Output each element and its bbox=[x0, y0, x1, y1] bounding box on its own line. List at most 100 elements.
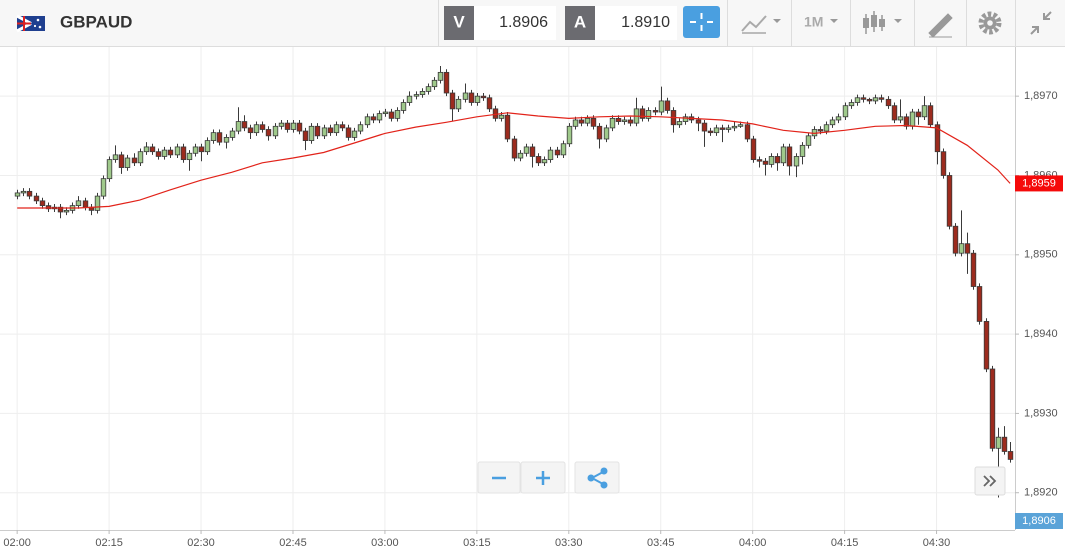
candle-body bbox=[259, 124, 266, 130]
candle-body bbox=[314, 125, 321, 137]
candle-body bbox=[480, 95, 487, 99]
dropdown-caret bbox=[894, 19, 902, 23]
candle-body bbox=[370, 116, 377, 121]
candle-body bbox=[296, 122, 303, 132]
share-dot bbox=[600, 467, 608, 475]
candle-body bbox=[449, 92, 456, 110]
candle-body bbox=[695, 119, 702, 124]
candle-body bbox=[247, 127, 254, 134]
candle-body bbox=[265, 129, 272, 137]
candle-body bbox=[897, 116, 904, 121]
candle-body bbox=[100, 178, 107, 197]
candle-body bbox=[860, 97, 867, 100]
candle-body bbox=[713, 127, 720, 134]
candle-body bbox=[658, 100, 665, 113]
plus-icon bbox=[536, 471, 550, 485]
candle-type-button[interactable] bbox=[863, 11, 902, 34]
candle-body bbox=[756, 159, 763, 162]
candle-body bbox=[333, 124, 340, 134]
candle-body bbox=[517, 152, 524, 159]
candle-body bbox=[149, 146, 156, 153]
candle-body bbox=[523, 146, 530, 154]
candle-body bbox=[204, 140, 211, 153]
chart-type-button[interactable] bbox=[741, 15, 781, 34]
candle-body bbox=[443, 71, 450, 94]
candle-body bbox=[652, 110, 659, 113]
candle-body bbox=[566, 125, 573, 145]
gear-hole bbox=[987, 20, 993, 26]
candle-body bbox=[400, 102, 407, 111]
moving-average-line bbox=[17, 112, 1011, 209]
candle-body bbox=[554, 149, 561, 156]
y-tick-label: 1,8930 bbox=[1024, 407, 1058, 419]
candle-body bbox=[535, 156, 542, 164]
candle-body bbox=[20, 190, 27, 194]
ask-letter: A bbox=[574, 12, 586, 31]
draw-tool-icon[interactable] bbox=[928, 13, 953, 38]
share-button[interactable] bbox=[574, 461, 620, 494]
candle-body bbox=[278, 122, 285, 127]
x-tick-label: 03:30 bbox=[555, 537, 583, 549]
bid-box[interactable] bbox=[474, 6, 556, 40]
x-tick-label: 02:30 bbox=[187, 537, 215, 549]
candle-body bbox=[946, 175, 953, 227]
candle-body bbox=[590, 117, 597, 127]
ask-box[interactable] bbox=[595, 6, 677, 40]
crosshair-button[interactable] bbox=[683, 6, 720, 38]
candle-body bbox=[63, 209, 70, 213]
candle-body bbox=[511, 138, 518, 159]
share-dot bbox=[587, 474, 595, 482]
candle-body bbox=[223, 137, 230, 143]
candle-body bbox=[321, 127, 328, 137]
candle-body bbox=[137, 151, 144, 164]
candle-body bbox=[198, 146, 205, 153]
candle-body bbox=[26, 190, 33, 197]
timeframe[interactable]: 1M bbox=[804, 14, 823, 30]
flag-cross-red bbox=[17, 16, 31, 31]
candle-body bbox=[744, 124, 751, 140]
candle-body bbox=[75, 200, 82, 207]
candle-body bbox=[780, 146, 787, 164]
x-tick-label: 04:15 bbox=[831, 537, 859, 549]
dropdown-caret bbox=[773, 19, 781, 23]
candle-body bbox=[241, 121, 248, 129]
candle-body bbox=[327, 127, 334, 134]
candle-body bbox=[529, 146, 536, 157]
candle-body bbox=[762, 160, 769, 165]
candle-body bbox=[1001, 436, 1008, 452]
candle-body bbox=[302, 130, 309, 141]
flag-star bbox=[33, 24, 37, 28]
candle-body bbox=[609, 117, 616, 129]
candle-body bbox=[854, 97, 861, 103]
candle-icon-body bbox=[879, 19, 885, 27]
candle-body bbox=[970, 252, 977, 287]
candle-body bbox=[425, 86, 432, 92]
candle-body bbox=[878, 97, 885, 100]
y-tick-label: 1,8940 bbox=[1024, 328, 1058, 340]
candle-body bbox=[57, 206, 64, 213]
candle-body bbox=[983, 321, 990, 370]
candle-body bbox=[799, 144, 806, 157]
candle-body bbox=[118, 154, 125, 168]
candle-body bbox=[921, 105, 928, 118]
settings-button[interactable] bbox=[978, 11, 1002, 35]
x-tick-label: 02:00 bbox=[3, 537, 31, 549]
candle-body bbox=[768, 156, 775, 165]
candle-body bbox=[578, 119, 585, 124]
line-chart-icon bbox=[741, 15, 767, 32]
collapse-icon[interactable] bbox=[1030, 11, 1052, 35]
candle-body bbox=[468, 92, 475, 103]
candle-body bbox=[82, 200, 89, 208]
crosshair-icon bbox=[690, 13, 713, 31]
candle-body bbox=[793, 156, 800, 167]
candle-body bbox=[750, 138, 757, 161]
bid-price: 1.8906 bbox=[499, 14, 548, 31]
candle-body bbox=[339, 124, 346, 129]
candle-body bbox=[308, 125, 315, 141]
candle-body bbox=[639, 108, 646, 119]
flag-star bbox=[36, 18, 40, 22]
candle-body bbox=[719, 127, 726, 130]
candle-body bbox=[707, 130, 714, 134]
